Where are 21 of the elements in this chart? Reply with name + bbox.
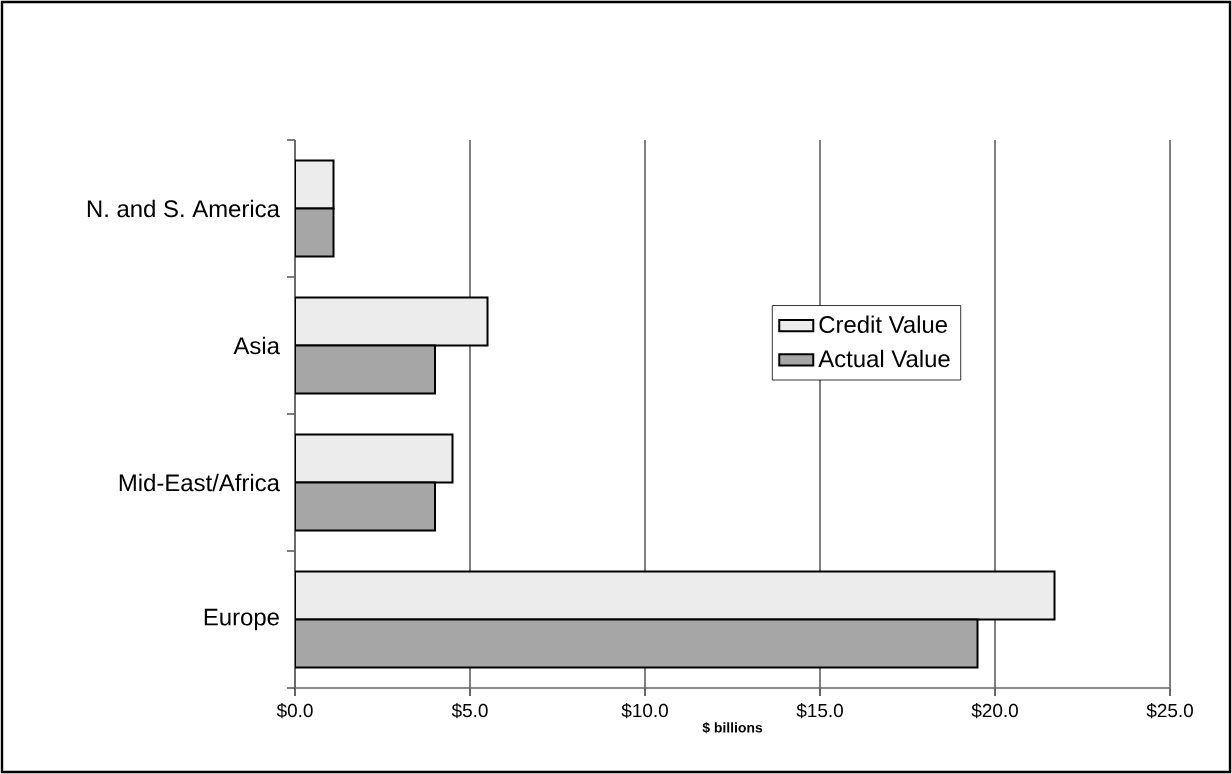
x-tick-label: $25.0 — [1146, 703, 1193, 719]
bar — [295, 433, 454, 484]
x-axis-title: $ billions — [702, 722, 763, 734]
y-tick-label: N. and S. America — [87, 199, 280, 218]
legend-label: Actual Value — [818, 349, 950, 368]
y-tick-label: Mid-East/Africa — [119, 473, 280, 492]
bar — [295, 296, 489, 347]
bar — [295, 570, 1056, 621]
x-tick-label: $5.0 — [451, 703, 488, 719]
bar — [295, 159, 335, 210]
y-tick-label: Asia — [233, 336, 280, 355]
x-tick-label: $15.0 — [796, 703, 843, 719]
x-tick-label: $0.0 — [276, 703, 313, 719]
legend-label: Credit Value — [819, 315, 947, 334]
bar — [295, 344, 436, 395]
y-tick-label: Europe — [204, 608, 279, 631]
bar — [295, 481, 436, 532]
bar — [295, 207, 335, 258]
x-tick-label: $20.0 — [971, 703, 1018, 719]
bar — [295, 618, 979, 669]
x-tick-label: $10.0 — [621, 703, 668, 719]
